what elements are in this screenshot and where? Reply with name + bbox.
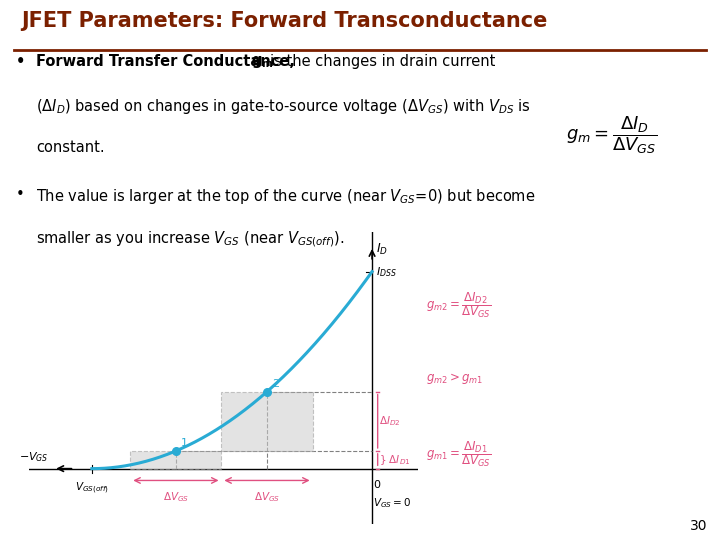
Text: $\Delta V_{GS}$: $\Delta V_{GS}$ xyxy=(254,490,280,504)
Text: 0: 0 xyxy=(374,481,380,490)
Text: $\Delta I_{D2}$: $\Delta I_{D2}$ xyxy=(379,414,400,428)
Text: $g_{m2} > g_{m1}$: $g_{m2} > g_{m1}$ xyxy=(426,370,483,386)
Text: The value is larger at the top of the curve (near $V_{GS}$=0) but become: The value is larger at the top of the cu… xyxy=(36,187,536,206)
Text: $\Delta V_{GS}$: $\Delta V_{GS}$ xyxy=(163,490,189,504)
Text: $V_{GS(off)}$: $V_{GS(off)}$ xyxy=(75,481,109,496)
Text: is the changes in drain current: is the changes in drain current xyxy=(269,55,495,70)
Text: $V_{GS} = 0$: $V_{GS} = 0$ xyxy=(374,496,412,510)
Text: 2: 2 xyxy=(272,379,279,389)
Text: $g_{m1} = \dfrac{\Delta I_{D1}}{\Delta V_{GS}}$: $g_{m1} = \dfrac{\Delta I_{D1}}{\Delta V… xyxy=(426,439,491,469)
Text: 30: 30 xyxy=(690,519,708,534)
Text: $I_{DSS}$: $I_{DSS}$ xyxy=(376,265,397,279)
Text: 1: 1 xyxy=(181,438,188,448)
Bar xyxy=(222,392,312,451)
Text: constant.: constant. xyxy=(36,140,105,155)
Text: smaller as you increase $V_{GS}$ (near $V_{GS(off)}$).: smaller as you increase $V_{GS}$ (near $… xyxy=(36,230,345,249)
Text: $-V_{GS}$: $-V_{GS}$ xyxy=(19,450,48,464)
Text: •: • xyxy=(16,187,24,202)
Bar xyxy=(130,451,222,469)
Text: $\mathbf{g_m}$: $\mathbf{g_m}$ xyxy=(251,55,274,70)
Text: $g_{m2} = \dfrac{\Delta I_{D2}}{\Delta V_{GS}}$: $g_{m2} = \dfrac{\Delta I_{D2}}{\Delta V… xyxy=(426,290,491,320)
Text: ($\Delta I_D$) based on changes in gate-to-source voltage ($\Delta V_{GS}$) with: ($\Delta I_D$) based on changes in gate-… xyxy=(36,97,531,116)
Text: JFET Parameters: Forward Transconductance: JFET Parameters: Forward Transconductanc… xyxy=(22,11,548,31)
Text: } $\Delta I_{D1}$: } $\Delta I_{D1}$ xyxy=(379,453,410,467)
Text: $I_D$: $I_D$ xyxy=(377,242,388,258)
Text: •: • xyxy=(16,55,25,70)
Text: $g_m = \dfrac{\Delta I_D}{\Delta V_{GS}}$: $g_m = \dfrac{\Delta I_D}{\Delta V_{GS}}… xyxy=(567,114,657,156)
Text: Forward Transfer Conductance,: Forward Transfer Conductance, xyxy=(36,55,300,70)
